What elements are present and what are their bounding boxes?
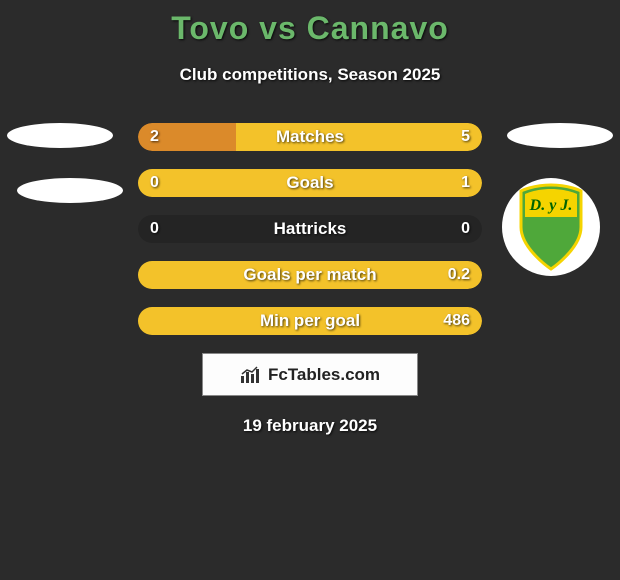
stat-label: Goals per match	[138, 261, 482, 289]
stat-row: 25Matches	[138, 123, 482, 151]
stat-label: Matches	[138, 123, 482, 151]
club-left-placeholder	[17, 178, 123, 203]
page-title: Tovo vs Cannavo	[0, 0, 620, 47]
subtitle: Club competitions, Season 2025	[0, 65, 620, 85]
date-text: 19 february 2025	[0, 416, 620, 436]
player-left-placeholder	[7, 123, 113, 148]
stat-label: Hattricks	[138, 215, 482, 243]
chart-icon	[240, 366, 262, 384]
watermark-text: FcTables.com	[268, 365, 380, 385]
stats-block: 25Matches 01Goals 00Hattricks 0.2Goals per …	[138, 123, 482, 335]
stat-row: 01Goals	[138, 169, 482, 197]
stat-row: 00Hattricks	[138, 215, 482, 243]
stat-row: 486Min per goal	[138, 307, 482, 335]
player-right-placeholder	[507, 123, 613, 148]
shield-icon: D. y J.	[513, 183, 589, 271]
stat-label: Min per goal	[138, 307, 482, 335]
badge-text: D. y J.	[529, 197, 573, 214]
club-right-badge: D. y J.	[502, 178, 600, 276]
watermark[interactable]: FcTables.com	[202, 353, 418, 396]
stat-label: Goals	[138, 169, 482, 197]
stat-row: 0.2Goals per match	[138, 261, 482, 289]
